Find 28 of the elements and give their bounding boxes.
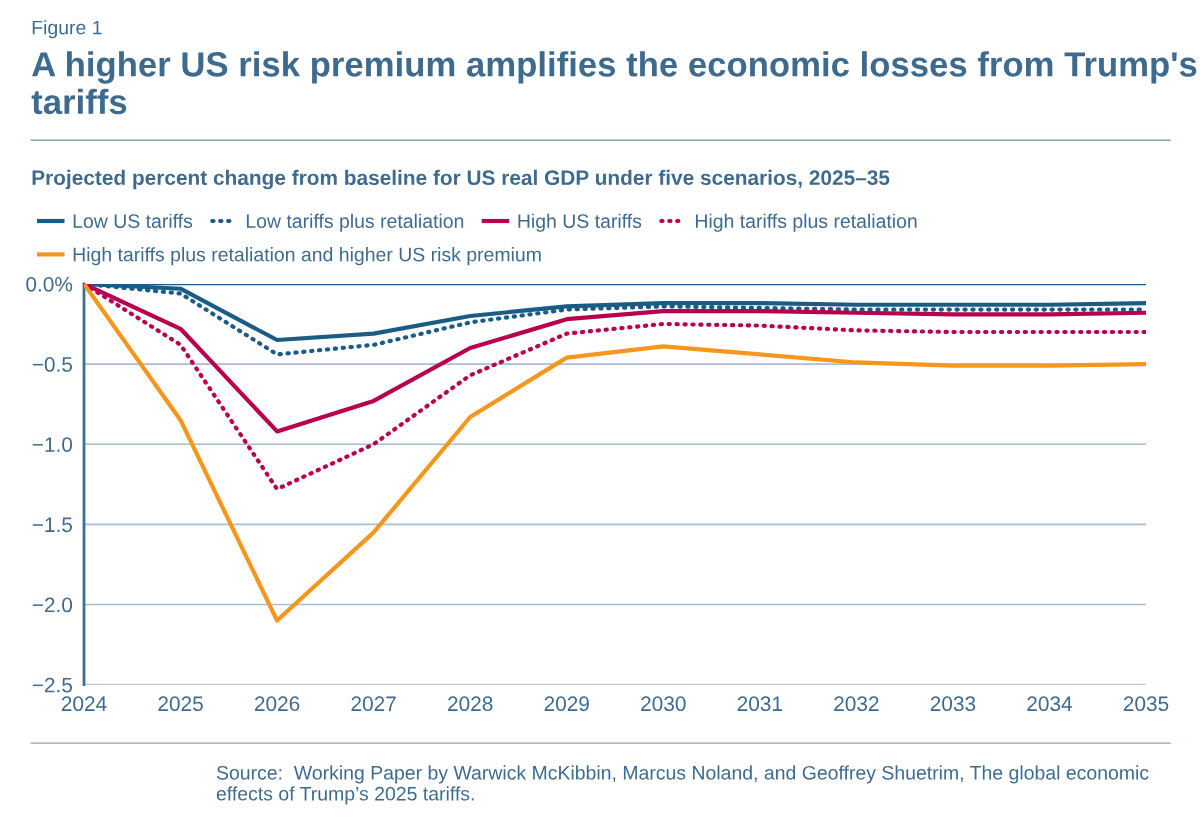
legend-label: Low tariffs plus retaliation: [246, 213, 464, 232]
source-note: Source: Working Paper by Warwick McKibbin, Marcus Noland, and Geoffrey Shuetrim, The global economic effects of Trump’s 2025 tariffs.: [216, 765, 1149, 805]
x-tick-label: 2035: [1123, 696, 1169, 712]
x-tick-label: 2024: [61, 696, 107, 712]
x-tick-label: 2034: [1027, 696, 1073, 712]
y-tick-label: −0.5: [32, 357, 73, 372]
chart-subtitle: Projected percent change from baseline for US real GDP under five scenarios, 2025–35: [32, 169, 890, 190]
y-tick-label: −2.5: [32, 677, 73, 693]
chart-title: A higher US risk premium amplifies the economic losses from Trump's tariffs: [31, 51, 1197, 115]
legend-label: High US tariffs: [518, 213, 642, 232]
x-tick-label: 2032: [834, 696, 879, 712]
legend-label: High tariffs plus retaliation: [695, 213, 917, 232]
x-tick-label: 2033: [930, 696, 976, 712]
caption: Figure 1: [32, 20, 102, 39]
x-tick-label: 2030: [641, 696, 686, 712]
x-tick-label: 2028: [448, 696, 493, 712]
line-series: [84, 283, 1146, 623]
legend-label: Low US tariffs: [73, 213, 193, 229]
y-tick-label: −2.0: [32, 597, 73, 613]
y-tick-label: −1.5: [32, 517, 73, 533]
x-tick-label: 2031: [737, 696, 782, 712]
x-tick-label: 2025: [158, 696, 203, 712]
y-tick-label: −1.0: [32, 437, 73, 452]
legend-label: High tariffs plus retaliation and higher US risk premium: [73, 247, 541, 266]
x-tick-label: 2027: [351, 696, 396, 712]
y-tick-label: 0.0%: [26, 276, 73, 292]
x-tick-label: 2029: [544, 696, 589, 712]
x-tick-label: 2026: [254, 696, 300, 712]
